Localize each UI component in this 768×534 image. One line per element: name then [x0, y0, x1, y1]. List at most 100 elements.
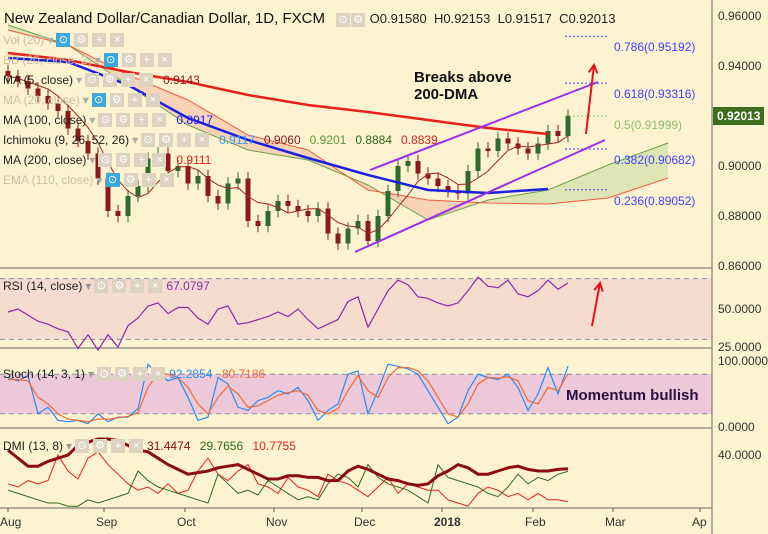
ichimoku-cloud-segment — [548, 165, 608, 204]
plus-icon[interactable]: + — [141, 173, 156, 187]
visibility-icon[interactable]: ⊙ — [336, 13, 350, 27]
close-icon[interactable]: × — [159, 173, 174, 187]
candle-bullish — [545, 131, 551, 144]
gear-icon[interactable]: ⚙ — [123, 173, 138, 187]
candle-bearish — [445, 186, 451, 191]
close-icon[interactable]: × — [152, 113, 167, 127]
rsi-legend: RSI (14, close) ▾ ⊙ ⚙ + × 67.0797 — [3, 279, 210, 293]
minus-di-value: 10.7755 — [252, 439, 296, 453]
chevron-down-icon[interactable]: ▾ — [47, 33, 54, 47]
candle-bearish — [205, 176, 211, 196]
stoch-k-value: 92.2854 — [169, 367, 213, 381]
gear-icon[interactable]: ⚙ — [112, 279, 127, 293]
rsi-axis-label: 25.0000 — [718, 340, 762, 354]
chevron-down-icon[interactable]: ▾ — [132, 133, 139, 147]
candle-bullish — [465, 171, 471, 194]
breaks-line-2: 200-DMA — [414, 86, 479, 103]
chevron-down-icon[interactable]: ▾ — [89, 113, 96, 127]
plus-di-line — [7, 463, 569, 507]
ichimoku-cloud-segment — [488, 190, 548, 204]
candle-bearish — [105, 178, 111, 211]
candle-bearish — [285, 201, 291, 206]
gear-icon[interactable]: ⚙ — [93, 439, 108, 453]
visibility-icon[interactable]: ⊙ — [56, 33, 71, 47]
visibility-icon[interactable]: ⊙ — [97, 367, 112, 381]
close-icon[interactable]: × — [152, 153, 167, 167]
legend-value: 0.9111 — [176, 153, 212, 167]
plus-icon[interactable]: + — [111, 439, 126, 453]
candle-bullish — [565, 115, 571, 136]
plus-icon[interactable]: + — [134, 153, 149, 167]
gear-icon[interactable]: ⚙ — [351, 13, 365, 27]
gear-icon[interactable]: ⚙ — [116, 113, 131, 127]
price-axis-label: 0.90000 — [718, 159, 762, 173]
time-axis-label: Ap — [692, 515, 707, 529]
candle-bearish — [45, 96, 51, 104]
plus-icon[interactable]: + — [133, 367, 148, 381]
chevron-down-icon[interactable]: ▾ — [82, 93, 89, 107]
gear-icon[interactable]: ⚙ — [116, 153, 131, 167]
visibility-icon[interactable]: ⊙ — [85, 73, 100, 87]
candle-bearish — [335, 233, 341, 244]
legend-label: MA (5, close) — [3, 73, 74, 87]
rsi-arrow — [591, 282, 601, 327]
legend-value: 0.9060 — [263, 133, 301, 147]
candle-bullish — [405, 161, 411, 166]
candle-bullish — [535, 143, 541, 154]
plus-icon[interactable]: + — [139, 53, 154, 67]
stoch-d-line — [8, 367, 569, 423]
plus-icon[interactable]: + — [92, 33, 107, 47]
ohlc-readout: ⊙ ⚙ O0.91580 H0.92153 L0.91517 C0.92013 — [336, 11, 615, 27]
plus-icon[interactable]: + — [134, 113, 149, 127]
visibility-icon[interactable]: ⊙ — [75, 439, 90, 453]
plus-icon[interactable]: + — [177, 133, 192, 147]
adx-value: 31.4474 — [147, 439, 191, 453]
gear-icon[interactable]: ⚙ — [103, 73, 118, 87]
close-icon[interactable]: × — [151, 367, 166, 381]
gear-icon[interactable]: ⚙ — [74, 33, 89, 47]
visibility-icon[interactable]: ⊙ — [91, 93, 106, 107]
dmi-axis-label: 40.0000 — [718, 448, 762, 462]
gear-icon[interactable]: ⚙ — [115, 367, 130, 381]
time-axis-label: Sep — [96, 515, 118, 529]
plus-icon[interactable]: + — [121, 73, 136, 87]
close-icon[interactable]: × — [129, 439, 144, 453]
visibility-icon[interactable]: ⊙ — [98, 113, 113, 127]
chevron-down-icon[interactable]: ▾ — [89, 153, 96, 167]
time-axis-label: Aug — [0, 515, 22, 529]
gear-icon[interactable]: ⚙ — [109, 93, 124, 107]
stoch-d-value: 80.7186 — [221, 367, 266, 381]
candle-bearish — [75, 128, 81, 141]
candle-bearish — [55, 103, 61, 111]
stoch-axis-label: 100.0000 — [718, 354, 768, 368]
legend-value: 0.8839 — [401, 133, 438, 147]
legend-value: 0.9117 — [219, 133, 255, 147]
chevron-down-icon[interactable]: ▾ — [76, 73, 83, 87]
chevron-down-icon[interactable]: ▾ — [94, 53, 101, 67]
bullish-arrow — [585, 64, 595, 135]
candle-bullish — [345, 228, 351, 244]
plus-icon[interactable]: + — [127, 93, 142, 107]
close-icon[interactable]: × — [110, 33, 125, 47]
candle-bearish — [215, 196, 221, 204]
candle-bearish — [305, 211, 311, 216]
close-icon[interactable]: × — [148, 279, 163, 293]
close-icon[interactable]: × — [139, 73, 154, 87]
visibility-icon[interactable]: ⊙ — [98, 153, 113, 167]
plus-icon[interactable]: + — [130, 279, 145, 293]
stoch-axis-label: 0.0000 — [718, 420, 755, 434]
ichimoku-cloud-segment — [188, 100, 248, 150]
gear-icon[interactable]: ⚙ — [121, 53, 136, 67]
candle-bearish — [485, 148, 491, 151]
visibility-icon[interactable]: ⊙ — [103, 53, 118, 67]
close-icon[interactable]: × — [157, 53, 172, 67]
visibility-icon[interactable]: ⊙ — [141, 133, 156, 147]
close-icon[interactable]: × — [195, 133, 210, 147]
legend-label: EMA (110, close) — [3, 173, 94, 187]
chevron-down-icon[interactable]: ▾ — [96, 173, 103, 187]
gear-icon[interactable]: ⚙ — [159, 133, 174, 147]
close-icon[interactable]: × — [145, 93, 160, 107]
visibility-icon[interactable]: ⊙ — [105, 173, 120, 187]
candle-bearish — [525, 148, 531, 154]
visibility-icon[interactable]: ⊙ — [94, 279, 109, 293]
